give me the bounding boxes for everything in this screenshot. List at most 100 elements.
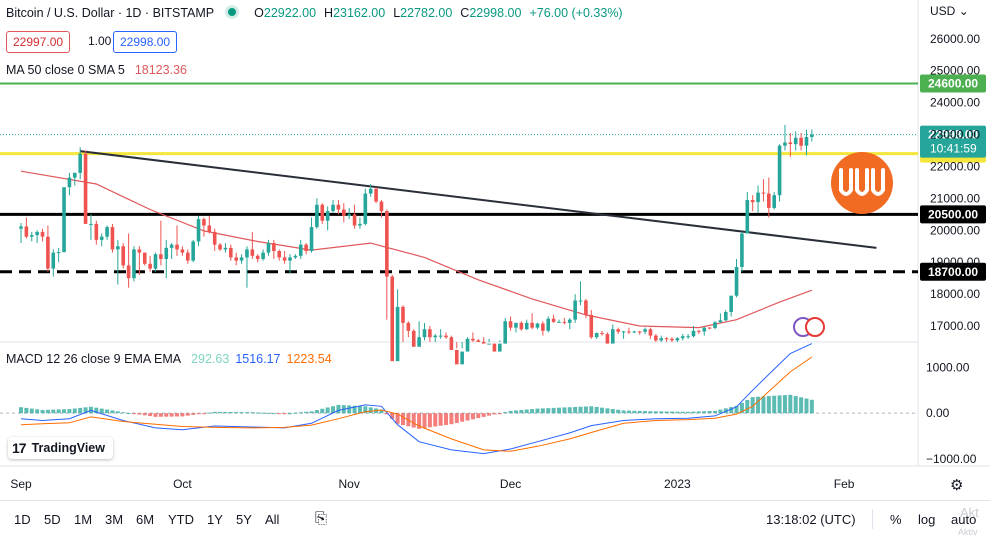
ma-indicator-legend[interactable]: MA 50 close 0 SMA 5 18123.36	[6, 63, 187, 77]
macd-hist-bar	[218, 411, 223, 414]
candle-body	[417, 337, 421, 347]
range-6m[interactable]: 6M	[136, 512, 155, 527]
candle-body	[35, 231, 39, 236]
price-tick-label: 23000.00	[930, 128, 980, 142]
time-tick-label: Dec	[500, 477, 521, 491]
macd-hist-bar	[664, 411, 669, 414]
range-all[interactable]: All	[265, 512, 280, 527]
range-1y[interactable]: 1Y	[207, 512, 223, 527]
auto-toggle[interactable]: auto	[951, 512, 977, 527]
macd-hist-bar	[207, 412, 212, 414]
bitcoin-badge-icon[interactable]	[831, 152, 893, 214]
camera-icon[interactable]: ⎘	[315, 510, 328, 527]
price-tick-label: 21000.00	[930, 191, 980, 205]
bottom-toolbar: 1D 5D 1M 3M 6M YTD 1Y 5Y All ⎘ 13:18:02 …	[0, 500, 990, 539]
candle-body	[180, 249, 185, 253]
range-1m[interactable]: 1M	[74, 512, 93, 527]
time-tick-label: Nov	[339, 477, 360, 491]
macd-legend[interactable]: MACD 12 26 close 9 EMA EMA 292.63 1516.17 1…	[6, 352, 332, 366]
symbol-title[interactable]: Bitcoin / U.S. Dollar · 1D · BITSTAMP	[6, 6, 215, 20]
candle-body	[56, 251, 61, 253]
range-3m[interactable]: 3M	[105, 512, 124, 527]
macd-hist-value: 292.63	[191, 352, 230, 366]
macd-hist-bar	[314, 410, 319, 414]
macd-hist-bar	[809, 399, 814, 414]
macd-hist-bar	[513, 410, 518, 414]
candle-body	[573, 300, 577, 320]
macd-hist-bar	[395, 413, 400, 424]
macd-hist-bar	[72, 408, 77, 414]
candle-body	[116, 246, 120, 250]
macd-label: MACD 12 26 close 9 EMA EMA	[6, 352, 182, 366]
candle-body	[342, 209, 346, 216]
ma-indicator-label: MA 50 close 0 SMA 5	[6, 63, 125, 77]
macd-hist-bar	[573, 406, 578, 414]
macd-hist-bar	[799, 397, 804, 414]
candle-body	[508, 321, 513, 328]
macd-hist-bar	[67, 409, 72, 414]
buy-price-button[interactable]: 22998.00	[113, 31, 178, 53]
event-flag-icon[interactable]	[805, 317, 825, 337]
macd-hist-bar	[793, 396, 798, 414]
candle-body	[487, 343, 491, 345]
gear-icon[interactable]: ⚙	[950, 477, 964, 494]
level-label: 18700.00	[928, 265, 978, 279]
ohlc-close-value: 22998.00	[469, 6, 522, 20]
macd-hist-bar	[675, 411, 680, 414]
percent-toggle[interactable]: %	[890, 512, 902, 527]
currency-selector[interactable]: USD ⌄	[930, 4, 969, 18]
ohlc-high-value: 23162.00	[333, 6, 386, 20]
candle-body	[78, 153, 82, 173]
range-5d[interactable]: 5D	[44, 512, 61, 527]
macd-hist-bar	[40, 409, 45, 414]
macd-hist-bar	[126, 413, 131, 415]
range-5y[interactable]: 5Y	[236, 512, 252, 527]
macd-hist-bar	[191, 413, 196, 415]
macd-hist-bar	[244, 412, 249, 414]
candle-body	[24, 226, 29, 237]
macd-hist-bar	[169, 413, 174, 417]
time-tick-label: Feb	[834, 477, 855, 491]
macd-hist-bar	[309, 411, 314, 414]
utc-clock[interactable]: 13:18:02 (UTC)	[766, 512, 856, 527]
candle-body	[169, 244, 174, 248]
tradingview-mark-icon: 17	[12, 440, 27, 456]
candle-body	[557, 321, 561, 323]
macd-hist-bar	[282, 413, 287, 415]
candle-body	[51, 252, 56, 269]
toolbar-divider	[872, 509, 873, 529]
macd-hist-bar	[702, 411, 707, 414]
ohlc-close-key: C	[460, 6, 470, 20]
macd-hist-bar	[379, 409, 384, 414]
candle-body	[320, 204, 325, 221]
candle-body	[654, 335, 658, 341]
candle-body	[202, 219, 206, 226]
range-1d[interactable]: 1D	[14, 512, 31, 527]
macd-hist-bar	[643, 411, 648, 414]
candle-body	[245, 249, 249, 258]
range-ytd[interactable]: YTD	[168, 512, 194, 527]
candle-body	[185, 252, 190, 261]
candle-body	[309, 227, 314, 252]
ohlc-high-key: H	[324, 6, 334, 20]
candle-body	[99, 236, 104, 240]
candle-body	[718, 320, 723, 323]
ma50-line	[20, 170, 813, 329]
candle-body	[433, 335, 438, 338]
candle-body	[272, 243, 276, 252]
candle-body	[734, 266, 739, 296]
candle-body	[767, 193, 771, 208]
trendline[interactable]	[80, 150, 877, 249]
macd-hist-bar	[497, 413, 502, 415]
log-toggle[interactable]: log	[918, 512, 936, 527]
macd-hist-bar	[756, 396, 761, 414]
macd-hist-bar	[212, 411, 217, 414]
candle-body	[148, 263, 152, 269]
macd-hist-bar	[600, 407, 605, 414]
sell-price-button[interactable]: 22997.00	[6, 31, 71, 53]
macd-hist-bar	[578, 406, 583, 414]
macd-hist-bar	[481, 413, 486, 417]
ohlc-change: +76.00 (+0.33%)	[529, 6, 623, 20]
macd-hist-bar	[390, 413, 395, 420]
